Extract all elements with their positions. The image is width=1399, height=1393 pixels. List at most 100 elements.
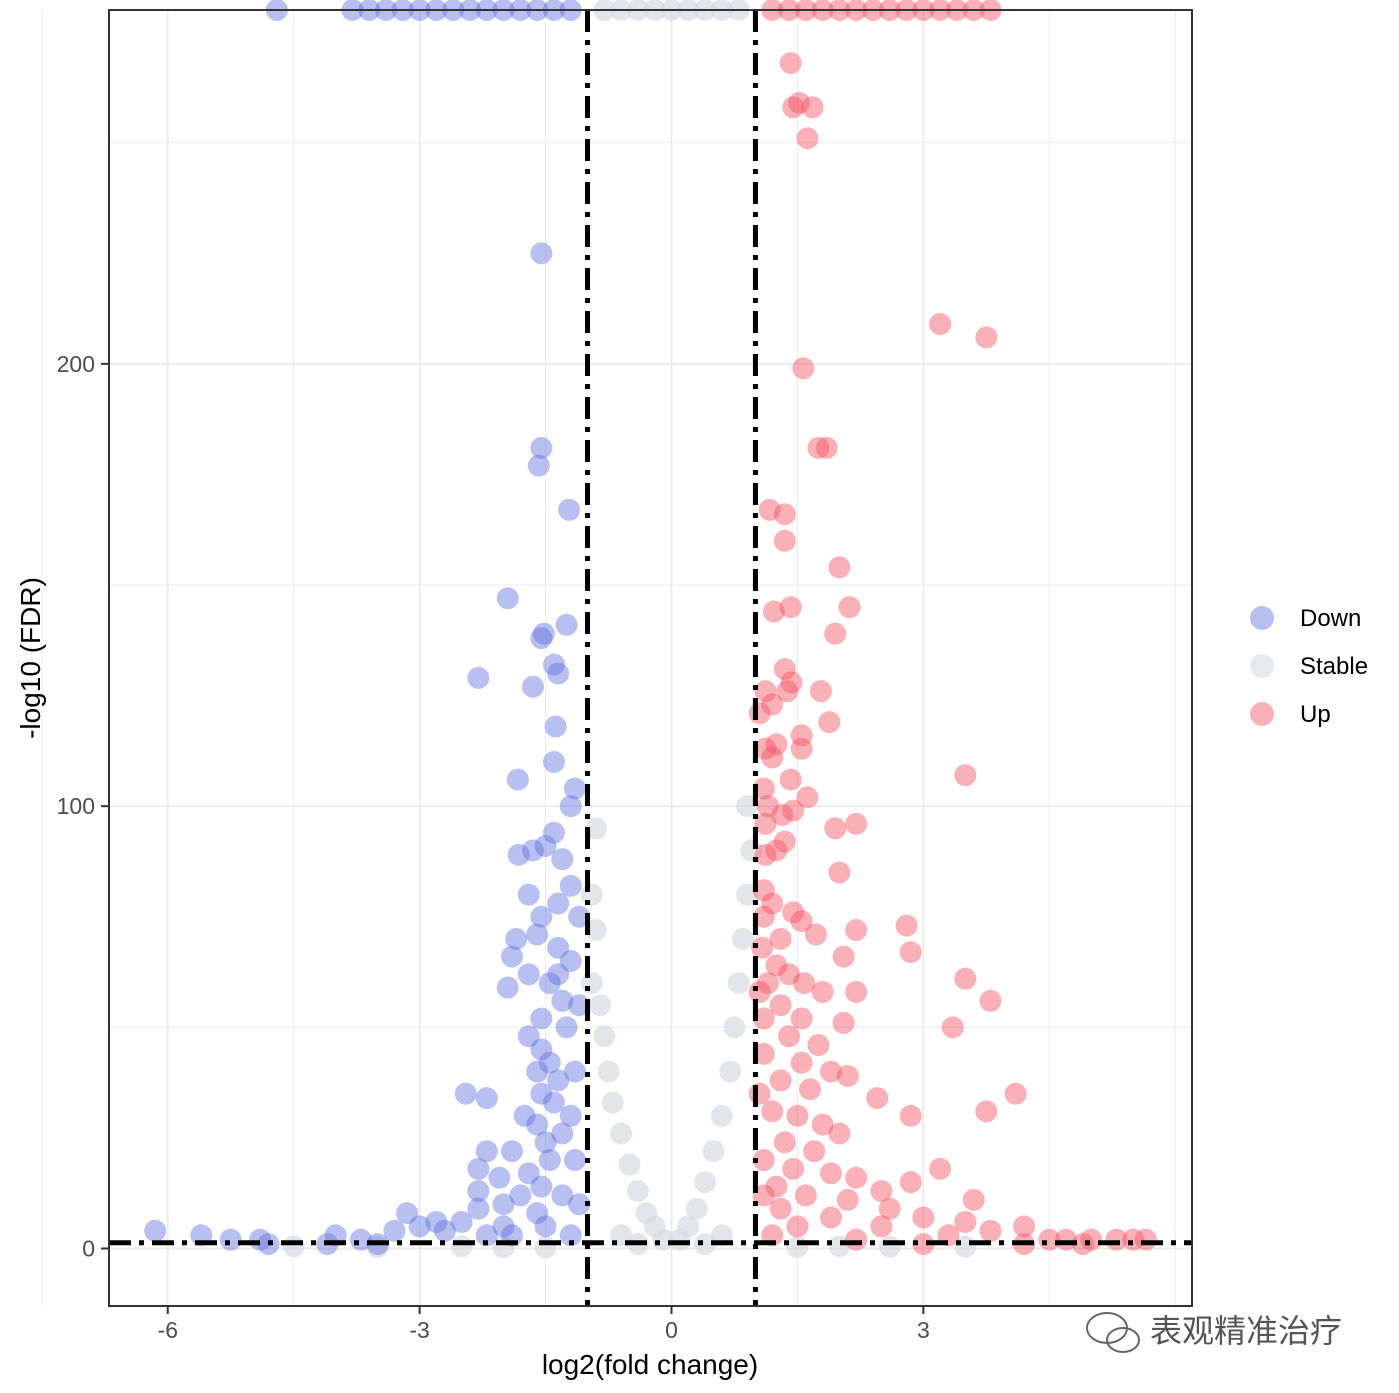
up-point: [899, 1104, 922, 1127]
up-point: [752, 1149, 775, 1172]
up-point: [899, 1171, 922, 1194]
up-point: [828, 1122, 851, 1145]
down-point: [526, 1202, 549, 1225]
up-point: [807, 1034, 830, 1057]
down-point: [530, 436, 553, 459]
up-point: [929, 313, 952, 336]
up-point: [820, 1162, 842, 1185]
down-point: [530, 1038, 553, 1061]
threshold-lines: [109, 10, 1192, 1306]
down-point: [526, 923, 549, 946]
down-point: [530, 1175, 553, 1198]
up-point: [790, 1051, 813, 1074]
up-point: [761, 746, 784, 769]
down-point: [538, 1051, 561, 1074]
up-point: [761, 693, 784, 716]
down-point: [559, 949, 582, 972]
up-point: [778, 963, 801, 986]
down-point: [563, 777, 586, 800]
up-point: [765, 839, 788, 862]
up-point: [828, 861, 851, 884]
down-point: [551, 989, 574, 1012]
stable-point: [601, 1091, 624, 1114]
up-point: [771, 804, 794, 827]
up-point: [761, 892, 784, 915]
down-point: [492, 1215, 515, 1238]
down-point: [467, 666, 490, 689]
up-point: [832, 945, 855, 968]
panel-border: [108, 9, 1193, 1307]
down-point: [383, 1219, 406, 1242]
stable-point: [702, 1140, 725, 1163]
up-point: [954, 967, 977, 990]
stable-point: [694, 1171, 717, 1194]
down-point: [488, 1166, 511, 1189]
down-point: [559, 874, 582, 897]
up-point: [752, 1184, 775, 1207]
up-point: [818, 711, 841, 734]
stable-point: [736, 883, 759, 906]
up-point: [786, 1215, 809, 1238]
up-point: [779, 596, 802, 619]
stable-point: [723, 1016, 746, 1039]
down-point: [475, 1087, 498, 1110]
up-point: [809, 680, 832, 703]
up-point: [811, 980, 834, 1003]
up-point: [782, 901, 805, 924]
down-point: [492, 1193, 515, 1216]
up-point: [878, 1197, 901, 1220]
down-point: [467, 1197, 490, 1220]
wechat-icon: [1086, 1312, 1140, 1353]
up-point: [793, 972, 816, 995]
down-point: [555, 613, 578, 636]
down-point: [450, 1210, 473, 1233]
stable-point: [534, 1236, 557, 1259]
up-point: [769, 1197, 792, 1220]
down-point: [506, 768, 529, 791]
up-point: [912, 1206, 935, 1229]
up-point: [761, 1100, 784, 1123]
down-point: [467, 1179, 490, 1202]
down-point: [534, 1215, 557, 1238]
up-point: [782, 1157, 805, 1180]
down-point: [517, 963, 540, 986]
up-point: [866, 1087, 889, 1110]
down-point: [559, 1104, 582, 1127]
up-point: [773, 658, 796, 681]
stable-point: [719, 1060, 742, 1083]
stable-point: [786, 1236, 809, 1259]
up-point: [758, 498, 781, 521]
legend-key-up: [1250, 702, 1274, 726]
up-point: [845, 1166, 868, 1189]
y-axis-title: -log10 (FDR): [15, 577, 46, 739]
y-tick-label: 100: [57, 793, 95, 819]
x-tick-label: -6: [158, 1317, 178, 1343]
up-point: [807, 436, 830, 459]
up-point: [845, 919, 868, 942]
up-point: [824, 622, 847, 645]
legend-label-stable: Stable: [1300, 653, 1368, 680]
up-point: [788, 91, 811, 114]
down-point: [568, 905, 591, 928]
stable-point: [618, 1153, 641, 1176]
down-point: [475, 1140, 498, 1163]
up-point: [776, 680, 799, 703]
up-point: [1122, 1228, 1145, 1251]
up-point: [748, 702, 771, 725]
down-point: [517, 883, 540, 906]
up-point: [836, 1188, 859, 1211]
down-point: [526, 1060, 549, 1083]
down-point: [517, 1162, 540, 1185]
up-point: [752, 777, 775, 800]
down-point: [542, 1091, 565, 1114]
up-point: [1071, 1233, 1094, 1256]
up-point: [838, 596, 861, 619]
down-point: [547, 892, 570, 915]
up-point: [754, 680, 777, 703]
down-point: [219, 1228, 242, 1251]
down-point: [542, 821, 565, 844]
stable-point: [589, 994, 612, 1017]
down-point: [527, 454, 550, 477]
stable-point: [736, 795, 759, 818]
up-point: [811, 1113, 834, 1136]
